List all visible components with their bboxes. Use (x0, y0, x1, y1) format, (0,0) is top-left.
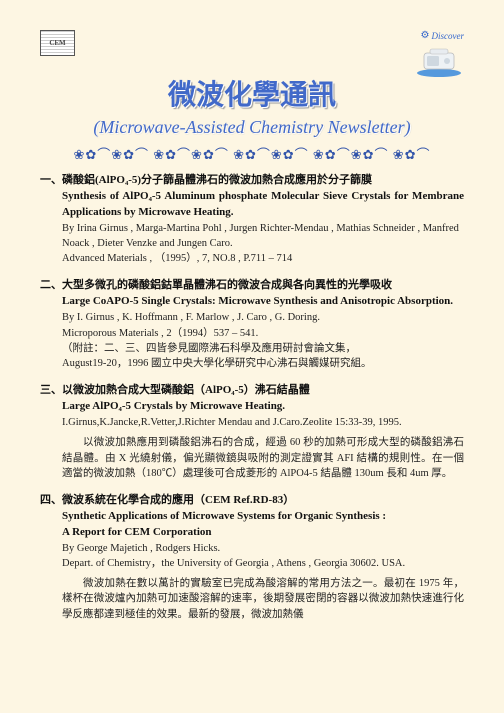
entry-3: 三、以微波加熱合成大型磷酸鋁（AlPO₄-5）沸石結晶體 Large AlPO₄… (40, 383, 464, 481)
entry-heading: 四、微波系統在化學合成的應用（CEM Ref.RD-83） (40, 493, 464, 509)
discover-label: Discover (421, 30, 464, 41)
entry-4: 四、微波系統在化學合成的應用（CEM Ref.RD-83） Synthetic … (40, 493, 464, 622)
entry-note: August19-20，1996 國立中央大學化學研究中心沸石與觸媒研究組。 (40, 356, 464, 371)
entry-authors: By I. Girnus , K. Hoffmann , F. Marlow ,… (40, 310, 464, 325)
flower-divider: ❀✿⌒❀✿⌒ ❀✿⌒❀✿⌒ ❀✿⌒❀✿⌒ ❀✿⌒❀✿⌒ ❀✿⌒ (40, 144, 464, 163)
entry-reference: Microporous Materials , 2（1994）537 – 541… (40, 326, 464, 341)
title-main: 微波化學通訊 (40, 73, 464, 113)
entry-subtitle: Synthesis of AlPO₄-5 Aluminum phosphate … (40, 189, 464, 221)
entry-note: （附註：二、三、四皆參見國際沸石科學及應用研討會論文集， (40, 341, 464, 356)
cem-logo: CEM (40, 30, 75, 56)
entry-2: 二、大型多微孔的磷酸鋁鈷單晶體沸石的微波合成與各向異性的光學吸收 Large C… (40, 278, 464, 371)
entry-reference: Advanced Materials , （1995）, 7, NO.8 , P… (40, 251, 464, 266)
entry-subtitle: Large CoAPO-5 Single Crystals: Microwave… (40, 294, 464, 310)
entry-subtitle: Large AlPO₄-5 Crystals by Microwave Heat… (40, 399, 464, 415)
title-sub: (Microwave-Assisted Chemistry Newsletter… (40, 117, 464, 138)
entry-authors: By Irina Girnus , Marga-Martina Pohl , J… (40, 221, 464, 251)
entry-paragraph: 微波加熱在數以萬計的實驗室已完成為酸溶解的常用方法之一。最初在 1975 年，樣… (40, 576, 464, 622)
entry-1: 一、磷酸鋁(AlPO₄-5)分子篩晶體沸石的微波加熱合成應用於分子篩膜 Synt… (40, 173, 464, 266)
entry-heading: 二、大型多微孔的磷酸鋁鈷單晶體沸石的微波合成與各向異性的光學吸收 (40, 278, 464, 294)
entry-paragraph: 以微波加熱應用到磷酸鋁沸石的合成，經過 60 秒的加熱可形成大型的磷酸鋁沸石結晶… (40, 435, 464, 481)
entry-subtitle2: A Report for CEM Corporation (40, 525, 464, 541)
entry-heading: 三、以微波加熱合成大型磷酸鋁（AlPO₄-5）沸石結晶體 (40, 383, 464, 399)
header: CEM Discover (40, 30, 464, 78)
device-icon (414, 43, 464, 78)
entry-reference: Depart. of Chemistry，the University of G… (40, 556, 464, 571)
entry-authors: I.Girnus,K.Jancke,R.Vetter,J.Richter Men… (40, 415, 464, 430)
entry-subtitle: Synthetic Applications of Microwave Syst… (40, 509, 464, 525)
top-right-block: Discover (414, 30, 464, 78)
entry-authors: By George Majetich , Rodgers Hicks. (40, 541, 464, 556)
entry-heading: 一、磷酸鋁(AlPO₄-5)分子篩晶體沸石的微波加熱合成應用於分子篩膜 (40, 173, 464, 189)
